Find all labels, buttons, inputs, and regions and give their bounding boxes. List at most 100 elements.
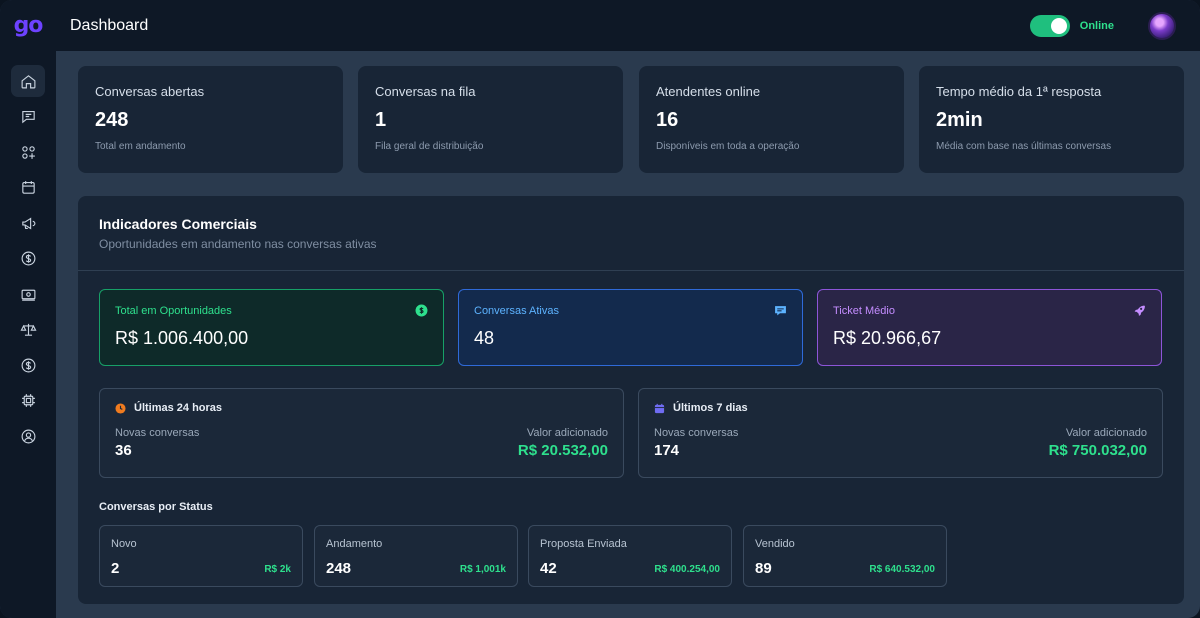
apps-add-icon bbox=[21, 145, 35, 159]
sidebar-item-payments[interactable] bbox=[11, 278, 45, 310]
dashboard-content: Conversas abertas 248 Total em andamento… bbox=[56, 51, 1200, 618]
app-logo[interactable]: go bbox=[13, 13, 44, 38]
period-added-value: Valor adicionado R$ 20.532,00 bbox=[518, 427, 608, 459]
sidebar-item-home[interactable] bbox=[11, 65, 45, 97]
status-count: 42 bbox=[540, 560, 557, 577]
period-values: Novas conversas 36 Valor adicionado R$ 2… bbox=[115, 427, 608, 459]
metric-average-ticket: Ticket Médio R$ 20.966,67 bbox=[817, 289, 1162, 366]
status-row: 248 R$ 1,001k bbox=[326, 560, 506, 577]
chat-icon bbox=[21, 110, 35, 124]
status-card-sold[interactable]: Vendido 89 R$ 640.532,00 bbox=[743, 525, 947, 587]
chip-icon bbox=[21, 394, 35, 407]
panel-subtitle: Oportunidades em andamento nas conversas… bbox=[99, 237, 377, 251]
megaphone-icon bbox=[21, 217, 35, 229]
kpi-subtitle: Fila geral de distribuição bbox=[375, 141, 484, 152]
chat-bubble-icon bbox=[775, 306, 786, 316]
top-bar: go Dashboard Online bbox=[0, 0, 1200, 51]
rocket-icon bbox=[1134, 305, 1145, 316]
sidebar-item-legal[interactable] bbox=[11, 314, 45, 346]
sidebar-item-campaigns[interactable] bbox=[11, 207, 45, 239]
page-title: Dashboard bbox=[70, 16, 149, 34]
kpi-value: 2min bbox=[936, 109, 983, 131]
kpi-card-agents-online: Atendentes online 16 Disponíveis em toda… bbox=[639, 66, 904, 173]
status-amount: R$ 2k bbox=[264, 564, 291, 575]
kpi-subtitle: Média com base nas últimas conversas bbox=[936, 141, 1112, 152]
metric-active-conversations: Conversas Ativas 48 bbox=[458, 289, 803, 366]
status-amount: R$ 400.254,00 bbox=[654, 564, 720, 575]
status-amount: R$ 1,001k bbox=[459, 564, 506, 575]
metric-label: Conversas Ativas bbox=[474, 305, 559, 317]
scale-icon bbox=[19, 323, 37, 336]
panel-title: Indicadores Comerciais bbox=[99, 216, 257, 232]
sidebar-item-billing[interactable] bbox=[11, 349, 45, 381]
sidebar-item-integrations[interactable] bbox=[11, 385, 45, 417]
period-added-value: Valor adicionado R$ 750.032,00 bbox=[1049, 427, 1147, 459]
metric-label: Total em Oportunidades bbox=[115, 305, 232, 317]
sidebar-item-chats[interactable] bbox=[11, 101, 45, 133]
metric-total-opportunities: Total em Oportunidades R$ 1.006.400,00 bbox=[99, 289, 444, 366]
status-name: Vendido bbox=[755, 538, 795, 550]
sidebar bbox=[0, 51, 56, 618]
kpi-title: Conversas abertas bbox=[95, 84, 205, 99]
home-icon bbox=[21, 74, 35, 88]
kpi-subtitle: Total em andamento bbox=[95, 141, 186, 152]
clock-icon bbox=[115, 402, 126, 414]
status-row: 89 R$ 640.532,00 bbox=[755, 560, 935, 577]
status-card-proposal-sent[interactable]: Proposta Enviada 42 R$ 400.254,00 bbox=[528, 525, 732, 587]
status-card-in-progress[interactable]: Andamento 248 R$ 1,001k bbox=[314, 525, 518, 587]
period-values: Novas conversas 174 Valor adicionado R$ … bbox=[654, 427, 1147, 459]
status-row: 42 R$ 400.254,00 bbox=[540, 560, 720, 577]
period-card-7d: Últimos 7 dias Novas conversas 174 Valor… bbox=[638, 388, 1163, 478]
kpi-title: Conversas na fila bbox=[375, 84, 476, 99]
metric-value: R$ 20.966,67 bbox=[833, 328, 942, 348]
status-amount: R$ 640.532,00 bbox=[869, 564, 935, 575]
dollar-circle-icon bbox=[21, 358, 35, 372]
calendar-icon bbox=[21, 181, 35, 194]
period-header: Últimas 24 horas bbox=[115, 402, 608, 414]
online-toggle[interactable] bbox=[1029, 14, 1070, 37]
calendar-icon bbox=[654, 403, 665, 413]
sidebar-item-calendar[interactable] bbox=[11, 172, 45, 204]
header-actions: Online bbox=[1029, 0, 1176, 51]
dollar-circle-icon bbox=[415, 304, 428, 317]
kpi-card-open-conversations: Conversas abertas 248 Total em andamento bbox=[78, 66, 343, 173]
period-value: 174 bbox=[654, 442, 680, 459]
status-section-title: Conversas por Status bbox=[99, 501, 213, 513]
kpi-value: 1 bbox=[375, 109, 387, 131]
period-new-conversations: Novas conversas 36 bbox=[115, 427, 199, 459]
sidebar-item-profile[interactable] bbox=[11, 420, 45, 452]
metric-value: R$ 1.006.400,00 bbox=[115, 328, 249, 348]
sidebar-item-apps[interactable] bbox=[11, 136, 45, 168]
status-card-new[interactable]: Novo 2 R$ 2k bbox=[99, 525, 303, 587]
toggle-knob bbox=[1050, 17, 1067, 34]
banknote-icon bbox=[21, 289, 35, 301]
kpi-card-response-time: Tempo médio da 1ª resposta 2min Média co… bbox=[919, 66, 1184, 173]
panel-header: Indicadores Comerciais Oportunidades em … bbox=[78, 196, 1184, 271]
period-value: R$ 20.532,00 bbox=[517, 442, 608, 459]
user-avatar[interactable] bbox=[1148, 11, 1176, 40]
kpi-value: 248 bbox=[95, 109, 129, 131]
period-title: Últimos 7 dias bbox=[673, 402, 748, 414]
metric-value: 48 bbox=[474, 328, 495, 348]
period-label: Novas conversas bbox=[654, 427, 739, 439]
commercial-indicators-panel: Indicadores Comerciais Oportunidades em … bbox=[78, 196, 1184, 604]
online-status-label: Online bbox=[1079, 19, 1114, 32]
kpi-subtitle: Disponíveis em toda a operação bbox=[656, 141, 800, 152]
sidebar-item-finance[interactable] bbox=[11, 243, 45, 275]
status-count: 2 bbox=[111, 560, 120, 577]
status-count: 248 bbox=[326, 560, 352, 577]
status-name: Novo bbox=[111, 538, 137, 550]
kpi-title: Tempo médio da 1ª resposta bbox=[936, 84, 1102, 99]
dollar-circle-icon bbox=[21, 251, 35, 266]
period-value: 36 bbox=[115, 442, 132, 459]
kpi-card-queue: Conversas na fila 1 Fila geral de distri… bbox=[358, 66, 623, 173]
period-label: Valor adicionado bbox=[1065, 427, 1147, 439]
status-count: 89 bbox=[755, 560, 772, 577]
metric-label: Ticket Médio bbox=[833, 305, 895, 317]
kpi-title: Atendentes online bbox=[656, 84, 761, 99]
period-title: Últimas 24 horas bbox=[134, 402, 223, 414]
kpi-value: 16 bbox=[656, 109, 679, 131]
status-row: 2 R$ 2k bbox=[111, 560, 291, 577]
period-label: Novas conversas bbox=[115, 427, 200, 439]
